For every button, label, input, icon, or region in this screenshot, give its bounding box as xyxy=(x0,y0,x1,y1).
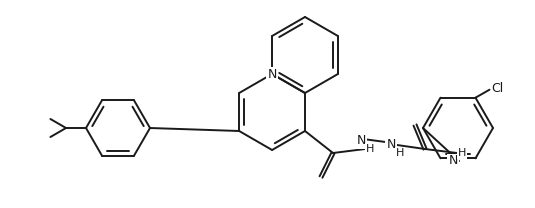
Text: H: H xyxy=(396,148,404,158)
Text: N: N xyxy=(268,68,277,80)
Text: N: N xyxy=(386,139,396,151)
Text: H: H xyxy=(458,148,466,158)
Text: Cl: Cl xyxy=(492,82,504,95)
Text: N: N xyxy=(356,135,366,147)
Text: H: H xyxy=(366,144,374,154)
Text: N: N xyxy=(448,155,457,167)
